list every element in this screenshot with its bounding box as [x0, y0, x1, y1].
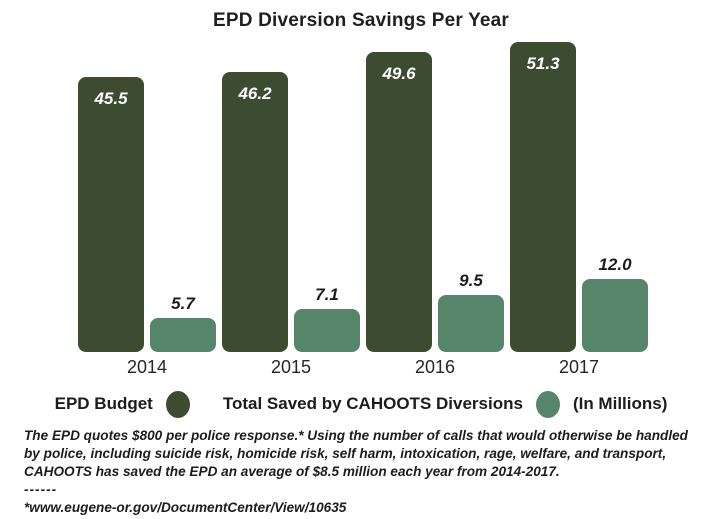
legend-label-cahoots-diversions: Total Saved by CAHOOTS Diversions	[222, 394, 523, 413]
chart-legend: EPD Budget Total Saved by CAHOOTS Divers…	[0, 389, 722, 419]
bar-epd-budget-2014: 45.5	[78, 77, 144, 352]
bar-cahoots-savings-2015: 7.1	[294, 285, 360, 352]
legend-label-epd-budget: EPD Budget	[54, 394, 153, 413]
bar-value-label: 49.6	[382, 64, 416, 83]
footnote-body: The EPD quotes $800 per police response.…	[24, 428, 688, 479]
bar-value-label: 51.3	[526, 54, 560, 73]
bar-value-label: 46.2	[238, 84, 272, 103]
x-axis-label-2016: 2016	[414, 357, 456, 377]
x-axis-label-2014: 2014	[126, 357, 168, 377]
bar-epd-budget-2017: 51.3	[510, 42, 576, 352]
bar-epd-budget-2015: 46.2	[222, 72, 288, 352]
footnote-divider: ------	[24, 482, 58, 497]
x-axis-label-2015: 2015	[270, 357, 312, 377]
legend-unit-note: (In Millions)	[572, 394, 668, 413]
x-axis-label-2017: 2017	[558, 357, 600, 377]
footnote-source: *www.eugene-or.gov/DocumentCenter/View/1…	[24, 500, 347, 515]
bar-value-label: 7.1	[315, 285, 339, 304]
legend-swatch-cahoots-diversions	[535, 390, 560, 418]
bar-value-label: 12.0	[598, 255, 632, 274]
legend-swatch-epd-budget	[165, 390, 190, 418]
bar-value-label: 45.5	[94, 89, 128, 108]
bar-cahoots-savings-2017: 12.0	[582, 255, 648, 352]
bar-cahoots-savings-2014: 5.7	[150, 294, 216, 352]
footnote: The EPD quotes $800 per police response.…	[24, 427, 706, 517]
chart-title: EPD Diversion Savings Per Year	[212, 10, 510, 31]
bar-value-label: 9.5	[459, 271, 483, 290]
bar-epd-budget-2016: 49.6	[366, 52, 432, 352]
bar-value-label: 5.7	[171, 294, 195, 313]
bar-cahoots-savings-2016: 9.5	[438, 271, 504, 352]
